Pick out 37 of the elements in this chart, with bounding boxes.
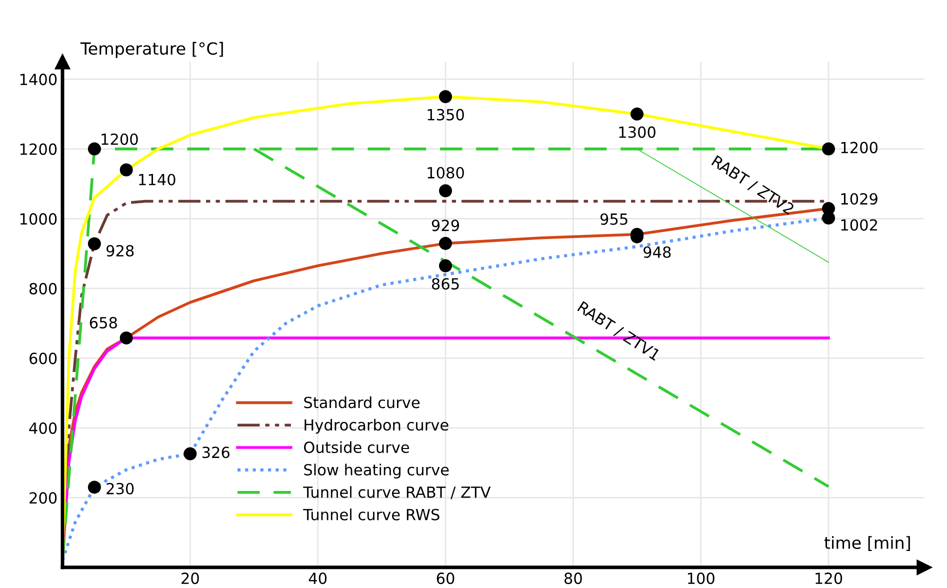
legend-label: Standard curve [304,396,420,408]
data-label: 1200 [102,133,138,146]
data-label: 1029 [841,193,878,205]
legend-label: Tunnel curve RABT / ZTV [303,486,491,500]
data-label: 948 [644,246,671,258]
legend-label: Hydrocarbon curve [304,418,448,434]
legend-label: Outside curve [304,441,410,454]
y-tick-label: 1000 [20,213,57,225]
data-label: 928 [106,244,134,257]
x-tick-label: 80 [564,572,582,584]
x-axis-title: time [min] [824,536,910,551]
y-tick-label: 200 [30,492,57,504]
data-label: 929 [432,220,460,232]
data-label: 1350 [428,108,464,120]
data-label: 955 [600,213,628,225]
y-tick-label: 600 [30,352,57,364]
y-tick-label: 1400 [20,74,57,86]
x-tick-label: 20 [182,572,199,584]
data-label: 230 [106,482,134,494]
x-tick-label: 100 [688,572,714,584]
x-tick-label: 60 [436,572,454,584]
data-label: 1300 [619,126,656,138]
y-tick-label: 400 [29,422,57,434]
legend-label: Slow heating curve [304,464,449,478]
data-label: 1140 [139,174,176,186]
legend-label: Tunnel curve RWS [303,508,440,520]
data-label: 658 [90,316,117,328]
data-label: 1200 [841,142,878,154]
y-axis-title: Temperature [°C] [80,42,223,58]
y-tick-label: 1200 [20,143,57,155]
data-label: 326 [202,446,230,458]
data-label: 1080 [428,166,464,179]
x-tick-label: 40 [308,572,327,584]
y-tick-label: 800 [30,282,57,294]
x-tick-label: 120 [816,572,842,584]
data-label: 865 [432,278,459,290]
data-label: 1002 [841,219,877,231]
